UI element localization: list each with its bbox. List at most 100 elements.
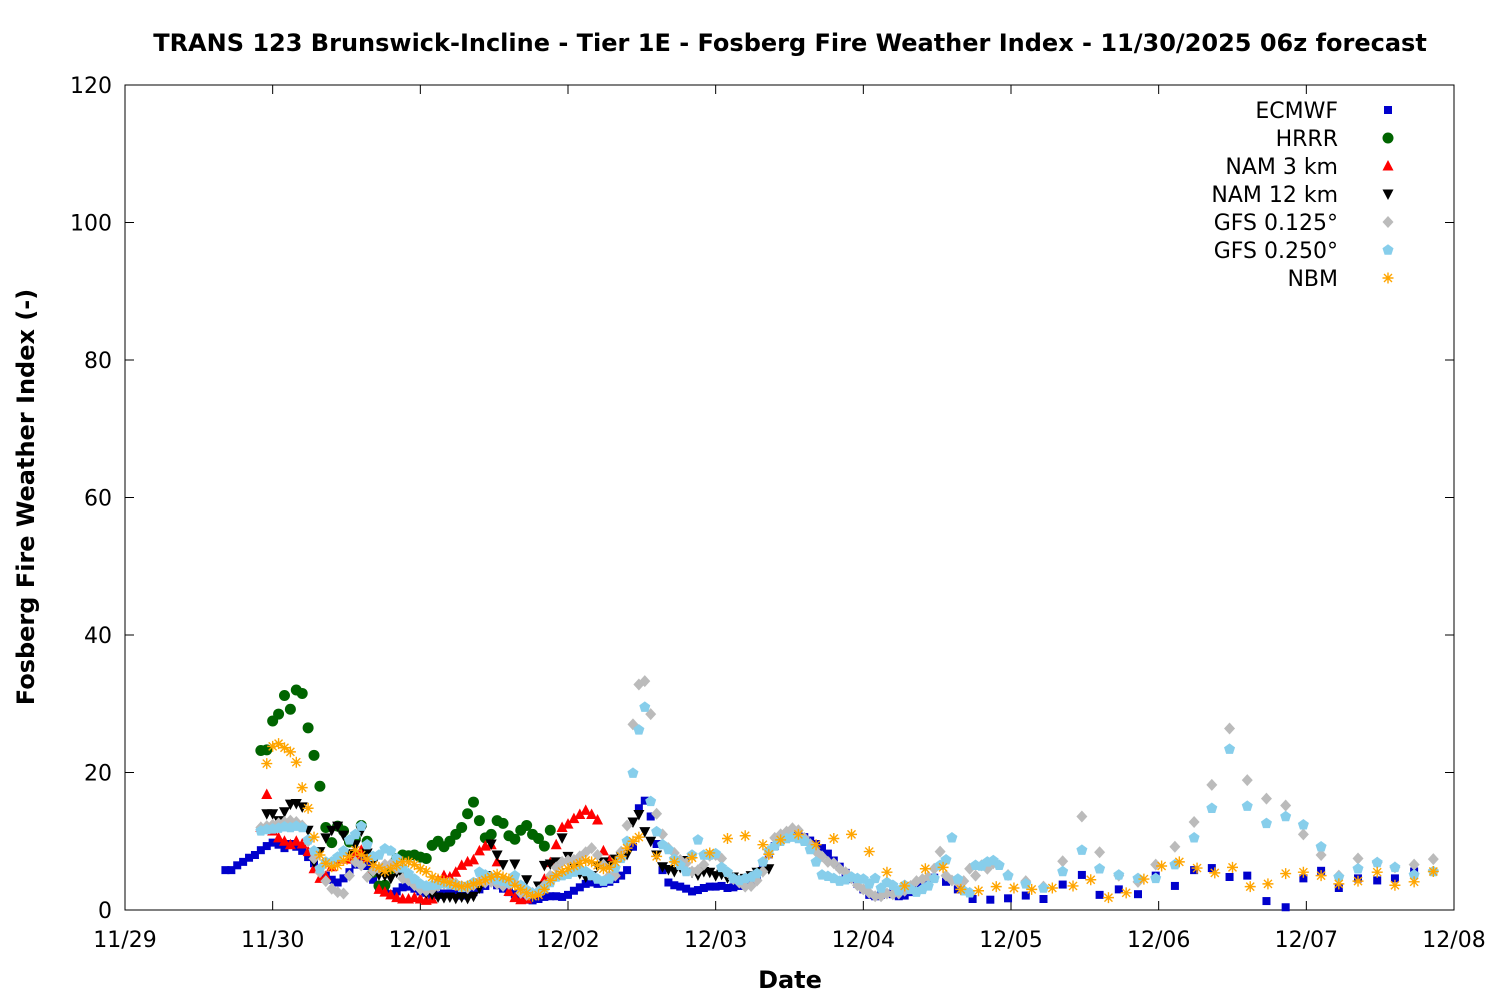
ecmwf-point	[569, 886, 578, 895]
nam-3-km-point	[473, 844, 485, 856]
ecmwf-point	[239, 857, 248, 866]
nbm-point	[651, 850, 663, 862]
nbm-point	[432, 873, 444, 885]
gfs-0-250-point	[940, 854, 952, 865]
nbm-point	[1371, 866, 1383, 878]
legend-label-gfs-0-125: GFS 0.125°	[1214, 211, 1338, 236]
ecmwf-point	[1299, 874, 1308, 883]
nbm-point	[1102, 892, 1114, 904]
y-tick-label: 60	[84, 487, 112, 512]
nbm-point	[450, 879, 462, 891]
gfs-0-250-point	[869, 872, 881, 884]
nbm-point	[503, 873, 515, 885]
nam-3-km-point	[379, 886, 391, 897]
gfs-0-125-point	[1408, 858, 1420, 871]
nbm-point	[456, 881, 468, 893]
nbm-point	[509, 879, 521, 891]
legend-label-nbm: NBM	[1287, 267, 1338, 292]
nbm-point	[1026, 883, 1038, 895]
gfs-0-250-point	[355, 820, 367, 831]
nbm-point	[562, 863, 574, 875]
nam-3-km-point	[456, 859, 468, 870]
x-tick-label: 12/03	[684, 928, 747, 953]
gfs-0-250-point	[1408, 869, 1420, 880]
ecmwf-point	[298, 846, 307, 855]
nbm-point	[527, 890, 539, 902]
y-tick-label: 0	[98, 899, 112, 924]
nam-12-km-point	[645, 836, 657, 848]
gfs-0-250-point	[1002, 869, 1014, 881]
nam-3-km-point	[284, 838, 296, 850]
hrrr-point	[379, 879, 391, 891]
gfs-0-250-point	[804, 843, 816, 855]
ecmwf-point	[664, 878, 673, 887]
gfs-0-250-point	[1352, 862, 1364, 874]
gfs-0-250-point	[964, 887, 976, 898]
ecmwf-point	[1039, 895, 1048, 903]
ecmwf-point	[1004, 894, 1013, 903]
nam-12-km-point	[491, 850, 503, 861]
nbm-point	[308, 831, 320, 843]
nbm-point	[621, 842, 633, 854]
nbm-point	[385, 863, 397, 875]
ecmwf-point	[369, 875, 378, 884]
gfs-0-250-point	[1389, 861, 1401, 873]
legend-label-hrrr: HRRR	[1276, 127, 1338, 152]
nbm-point	[444, 877, 456, 888]
ecmwf-point	[1207, 864, 1216, 873]
gfs-0-250-point	[1260, 817, 1272, 829]
nam-12-km-point	[704, 867, 716, 879]
hrrr-point	[456, 822, 468, 833]
gfs-0-250-point	[1224, 743, 1236, 754]
nbm-point	[284, 746, 296, 758]
hrrr-point	[273, 708, 285, 720]
x-axis: 11/29 11/30 12/01 12/02 12/03 12/04 12/05 12/06…	[93, 85, 1486, 953]
nbm-point	[568, 860, 580, 872]
gfs-0-125-point	[1315, 849, 1327, 861]
nam-3-km-point	[574, 808, 586, 819]
nbm-point	[704, 847, 716, 859]
gfs-0-250-point	[692, 834, 704, 845]
gfs-0-125-point	[970, 869, 982, 882]
nam-3-km-point	[562, 818, 574, 829]
nbm-point	[990, 881, 1002, 893]
nbm-point	[278, 742, 290, 754]
nbm-point	[1209, 867, 1221, 879]
gfs-0-250-point	[633, 724, 645, 735]
hrrr-point	[284, 703, 296, 715]
nbm-point	[349, 844, 361, 856]
gfs-0-250-point	[1315, 840, 1327, 852]
ecmwf-point	[986, 895, 995, 904]
nam-3-km-point	[278, 835, 290, 846]
nam-12-km-point	[556, 833, 568, 844]
nbm-point	[574, 857, 586, 869]
nbm-point	[828, 833, 840, 844]
gfs-0-125-point	[1224, 722, 1236, 735]
nbm-point	[580, 855, 592, 866]
gfs-0-125-point	[1260, 792, 1272, 805]
ecmwf-point	[581, 879, 590, 888]
y-tick-label: 20	[84, 762, 112, 787]
nbm-point	[379, 866, 391, 877]
nbm-point	[1191, 862, 1203, 874]
nbm-point	[273, 738, 285, 750]
gfs-0-125-point	[1150, 858, 1162, 871]
ecmwf-point	[392, 887, 401, 896]
x-tick-label: 12/01	[389, 928, 452, 953]
nbm-point	[615, 850, 627, 862]
nbm-point	[538, 883, 550, 895]
ecmwf-point	[623, 866, 632, 875]
nbm-point	[403, 856, 415, 868]
y-tick-label: 100	[70, 212, 112, 237]
nbm-point	[361, 853, 373, 865]
nbm-point	[1173, 856, 1185, 868]
gfs-0-125-point	[639, 675, 651, 688]
nam-3-km-point	[373, 883, 385, 894]
ecmwf-point	[262, 842, 271, 851]
nbm-point	[609, 856, 621, 868]
ecmwf-point	[670, 881, 679, 890]
ecmwf-point	[546, 892, 555, 901]
legend-label-ecmwf: ECMWF	[1255, 99, 1338, 124]
gfs-0-250-point	[1094, 862, 1106, 874]
y-axis: 0 20 40 60 80 100 120	[70, 74, 1454, 924]
